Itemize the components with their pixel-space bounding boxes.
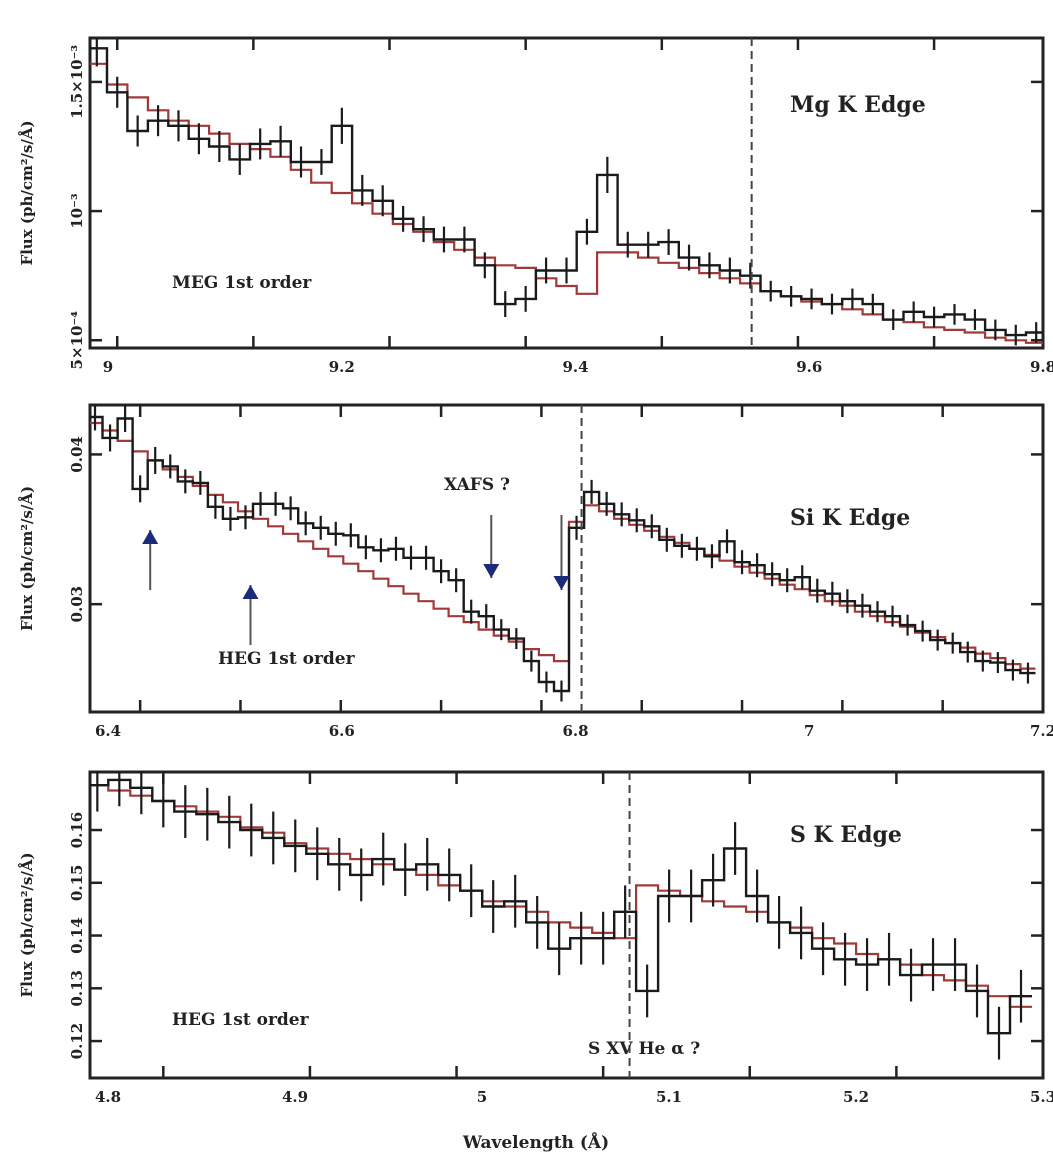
order-label: HEG 1st order <box>172 1010 310 1030</box>
x-axis-label: Wavelength (Å) <box>462 1131 609 1153</box>
y-axis-label: Flux (ph/cm²/s/Å) <box>18 486 36 631</box>
y-axis-label: Flux (ph/cm²/s/Å) <box>18 852 36 997</box>
plot-frame <box>88 770 1045 1080</box>
x-tick-label: 5.1 <box>656 1088 682 1106</box>
x-tick-label: 6.4 <box>95 722 121 740</box>
x-tick-label: 9.4 <box>562 358 588 376</box>
y-tick-label: 0.13 <box>68 970 86 1007</box>
y-tick-label: 1.5×10⁻³ <box>68 45 86 119</box>
y-axis-label: Flux (ph/cm²/s/Å) <box>18 120 36 265</box>
y-tick-label: 0.14 <box>68 917 86 954</box>
model-curve <box>90 421 1036 670</box>
y-tick-label: 10⁻³ <box>68 193 86 228</box>
x-tick-label: 7 <box>804 722 814 740</box>
x-tick-label: 4.8 <box>95 1088 121 1106</box>
x-tick-label: 9.6 <box>796 358 822 376</box>
order-label: HEG 1st order <box>218 649 356 669</box>
x-tick-label: 9.2 <box>329 358 355 376</box>
x-tick-label: 6.8 <box>562 722 588 740</box>
plot-area <box>90 405 1036 702</box>
panel-title: Mg K Edge <box>790 92 926 118</box>
data-histogram <box>90 47 1043 337</box>
x-tick-label: 9.8 <box>1030 358 1053 376</box>
panel-title: Si K Edge <box>790 505 910 531</box>
x-tick-label: 5 <box>477 1088 487 1106</box>
xafs-label: XAFS ? <box>444 475 510 495</box>
sxv-label: S XV He α ? <box>588 1039 700 1059</box>
arrow-up-head <box>142 530 159 544</box>
panel-3: 4.8 4.9 5 5.1 5.2 5.3 0.12 0.13 0.14 0.15 0.16 Flux… <box>18 770 1053 1106</box>
y-tick-label: 0.12 <box>68 1023 86 1060</box>
y-tick-label: 5×10⁻⁴ <box>68 311 86 370</box>
plot-area <box>90 772 1032 1060</box>
y-tick-label: 0.16 <box>68 812 86 849</box>
y-tick-label: 0.04 <box>68 436 86 473</box>
x-tick-label: 7.2 <box>1030 722 1053 740</box>
panel-1: 9 9.2 9.4 9.6 9.8 5×10⁻⁴ 10⁻³ 1.5×10⁻³ Flux (ph/… <box>18 36 1053 376</box>
data-histogram <box>90 778 1032 1035</box>
panel-title: S K Edge <box>790 822 902 848</box>
plot-area <box>90 38 1043 346</box>
arrow-down-head <box>553 576 570 590</box>
x-tick-label: 5.2 <box>843 1088 869 1106</box>
arrow-up-head <box>242 585 259 599</box>
y-tick-label: 0.15 <box>68 865 86 902</box>
y-tick-label: 0.03 <box>68 586 86 623</box>
panel-2: 6.4 6.6 6.8 7 7.2 0.03 0.04 Flux (ph/cm²/s/Å) Si… <box>18 403 1053 740</box>
x-tick-label: 5.3 <box>1030 1088 1053 1106</box>
order-label: MEG 1st order <box>172 273 312 293</box>
plot-frame <box>88 403 1045 714</box>
x-tick-label: 9 <box>103 358 113 376</box>
arrow-down-head <box>483 564 500 578</box>
plot-frame <box>88 36 1045 350</box>
x-tick-label: 6.6 <box>329 722 355 740</box>
x-tick-label: 4.9 <box>282 1088 308 1106</box>
